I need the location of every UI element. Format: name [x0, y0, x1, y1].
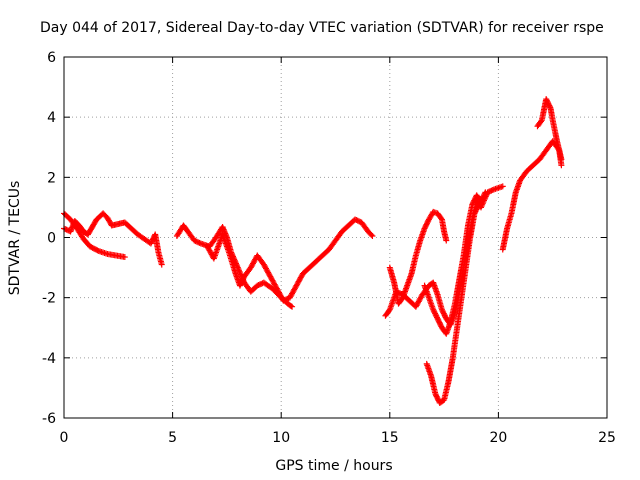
y-tick-label: 0: [47, 231, 56, 247]
data-point: [192, 238, 199, 245]
x-tick-label: 15: [381, 430, 399, 446]
data-point: [196, 239, 203, 246]
data-point: [280, 297, 287, 304]
data-point: [482, 189, 489, 196]
series-track-7: [423, 201, 482, 406]
data-point: [558, 156, 565, 163]
data-point: [481, 190, 488, 197]
series-track-9: [534, 96, 565, 163]
data-point: [256, 281, 263, 288]
data-point: [195, 239, 202, 246]
data-point: [289, 303, 296, 310]
y-tick-label: 4: [47, 110, 56, 126]
data-point: [558, 162, 565, 169]
data-point: [353, 217, 360, 224]
series-track-0: [61, 210, 128, 261]
y-tick-label: -4: [42, 351, 56, 367]
data-point: [443, 237, 450, 244]
series-track-1: [61, 210, 165, 268]
data-point: [352, 216, 359, 223]
data-point: [191, 237, 198, 244]
data-series-sdtvar: [61, 96, 565, 406]
data-point: [546, 103, 553, 110]
data-point: [488, 187, 495, 194]
data-point: [193, 238, 200, 245]
y-tick-label: 2: [47, 170, 56, 186]
data-point: [475, 201, 482, 208]
data-point: [438, 215, 445, 222]
data-point: [94, 247, 101, 254]
x-tick-label: 20: [489, 430, 507, 446]
data-point: [284, 295, 291, 302]
y-tick-label: -2: [42, 291, 56, 307]
data-point: [158, 261, 165, 268]
data-point: [487, 188, 494, 195]
x-tick-label: 10: [272, 430, 290, 446]
data-point: [287, 302, 294, 309]
y-tick-label: -6: [42, 411, 56, 427]
data-point: [368, 231, 375, 238]
data-point: [121, 254, 128, 261]
series-track-4: [382, 183, 506, 328]
series-track-8: [499, 138, 565, 253]
data-point: [255, 282, 262, 289]
series-track-5: [386, 208, 450, 307]
data-point: [254, 282, 261, 289]
x-tick-label: 0: [60, 430, 69, 446]
y-tick-label: 6: [47, 50, 56, 66]
data-point: [354, 217, 361, 224]
x-axis-label: GPS time / hours: [275, 458, 392, 474]
data-point: [499, 183, 506, 190]
grid: [64, 57, 607, 418]
y-axis-label: SDTVAR / TECUs: [7, 181, 23, 296]
x-tick-label: 25: [598, 430, 616, 446]
plot-frame: [63, 56, 608, 419]
data-point: [489, 186, 496, 193]
data-point: [485, 188, 492, 195]
data-point: [281, 297, 288, 304]
data-point: [369, 232, 376, 239]
series-track-3: [204, 216, 376, 304]
x-tick-label: 5: [168, 430, 177, 446]
data-point: [62, 226, 69, 233]
chart-title: Day 044 of 2017, Sidereal Day-to-day VTE…: [40, 20, 604, 36]
data-point: [282, 296, 289, 303]
data-point: [537, 118, 544, 125]
data-point: [475, 202, 482, 209]
data-point: [355, 218, 362, 225]
